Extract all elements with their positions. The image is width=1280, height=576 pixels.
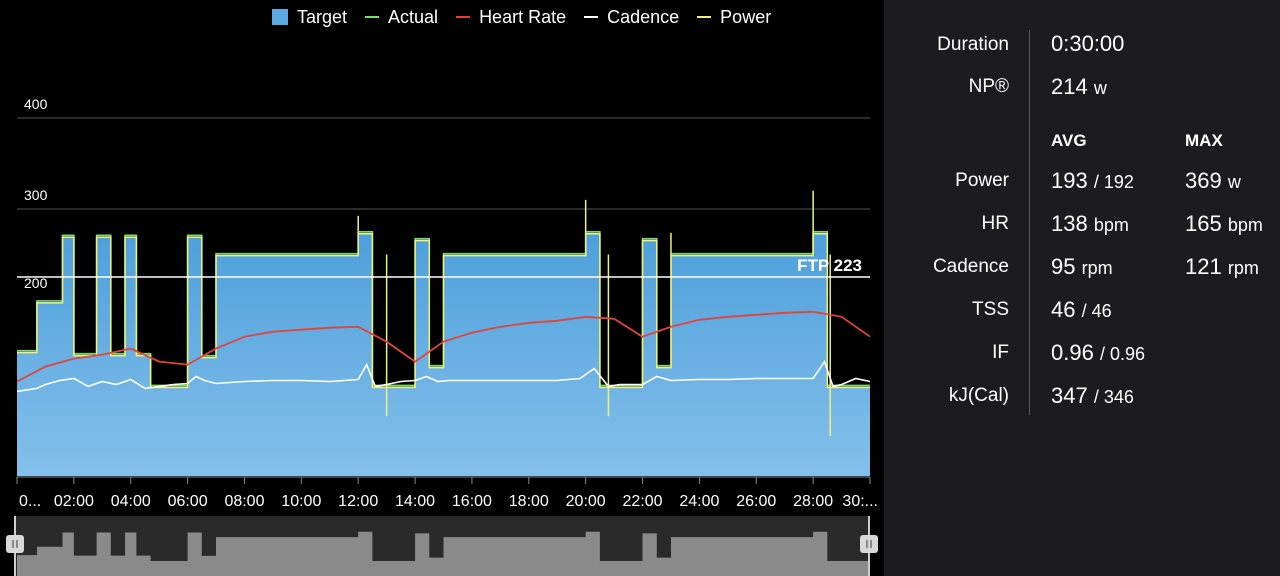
x-tick-label: 18:00 bbox=[509, 493, 549, 510]
stat-max-hr: 165 bpm bbox=[1185, 211, 1263, 237]
stat-avg-cadence: 95 rpm bbox=[1051, 254, 1113, 280]
stat-max-value-cadence: 121 bbox=[1185, 254, 1222, 279]
legend-heart-rate-label: Heart Rate bbox=[479, 6, 567, 27]
legend-power-label: Power bbox=[720, 6, 772, 27]
x-tick-label: 30:... bbox=[842, 493, 878, 510]
cadence-line bbox=[16, 359, 871, 393]
stat-max-unit-cadence: rpm bbox=[1227, 258, 1259, 278]
stat-label-hr: HR bbox=[981, 213, 1009, 234]
legend-target-swatch bbox=[272, 9, 288, 25]
stat-avg-power: 193 / 192 bbox=[1051, 168, 1134, 194]
x-tick-label: 12:00 bbox=[338, 493, 378, 510]
heart-rate-line bbox=[16, 310, 871, 383]
stat-avg-hr: 138 bpm bbox=[1051, 211, 1129, 237]
duration-value: 0:30:00 bbox=[1051, 31, 1125, 56]
x-tick-label: 26:00 bbox=[736, 493, 776, 510]
legend-target[interactable]: Target bbox=[272, 7, 347, 28]
avg-header: AVG bbox=[1051, 131, 1087, 150]
stat-avg-kj-cal: 347 / 346 bbox=[1051, 383, 1134, 409]
y-tick-400: 400 bbox=[24, 96, 48, 112]
x-tick-label: 20:00 bbox=[566, 493, 606, 510]
chart-legend: Target Actual Heart Rate Cadence Power bbox=[272, 6, 771, 28]
stat-avg-sub-power: / 192 bbox=[1093, 172, 1134, 192]
y-tick-300: 300 bbox=[24, 187, 48, 203]
stat-avg-value-kj-cal: 347 bbox=[1051, 383, 1088, 408]
stat-avg-value-power: 193 bbox=[1051, 168, 1088, 193]
legend-cadence-swatch bbox=[584, 16, 599, 18]
x-tick-label: 04:00 bbox=[111, 493, 151, 510]
stat-label-kj-cal: kJ(Cal) bbox=[948, 385, 1009, 406]
x-tick-label: 28:00 bbox=[793, 493, 833, 510]
duration-label: Duration bbox=[937, 34, 1009, 55]
legend-heart-rate-swatch bbox=[456, 16, 471, 18]
legend-actual-swatch bbox=[365, 16, 380, 18]
stat-max-cadence: 121 rpm bbox=[1185, 254, 1259, 280]
stat-avg-if: 0.96 / 0.96 bbox=[1051, 340, 1145, 366]
handle-grip bbox=[6, 535, 24, 553]
stat-max-power: 369 w bbox=[1185, 168, 1241, 194]
stat-label-power: Power bbox=[955, 170, 1009, 191]
x-tick-label: 22:00 bbox=[623, 493, 663, 510]
stat-avg-sub-cadence: rpm bbox=[1081, 258, 1113, 278]
x-tick-label: 24:00 bbox=[679, 493, 719, 510]
stat-avg-sub-if: / 0.96 bbox=[1099, 344, 1145, 364]
stat-label-cadence: Cadence bbox=[932, 256, 1009, 277]
legend-cadence-label: Cadence bbox=[607, 6, 680, 27]
legend-power[interactable]: Power bbox=[697, 7, 771, 28]
stat-avg-sub-kj-cal: / 346 bbox=[1093, 387, 1134, 407]
stat-max-unit-hr: bpm bbox=[1227, 215, 1263, 235]
y-tick-200: 200 bbox=[24, 275, 48, 291]
workout-chart-panel: 200 300 400 FTP 223 0... 02:00 04:00 06:00 08:… bbox=[6, 6, 878, 576]
stat-avg-tss: 46 / 46 bbox=[1051, 297, 1112, 323]
np-label: NP® bbox=[968, 76, 1009, 97]
stat-avg-value-cadence: 95 bbox=[1051, 254, 1076, 279]
np-unit: w bbox=[1093, 78, 1107, 98]
stat-avg-value-tss: 46 bbox=[1051, 297, 1076, 322]
x-tick-label: 06:00 bbox=[168, 493, 208, 510]
stat-max-value-hr: 165 bbox=[1185, 211, 1222, 236]
stat-avg-value-if: 0.96 bbox=[1051, 340, 1094, 365]
workout-chart: 200 300 400 FTP 223 0... 02:00 04:00 06:00 08:… bbox=[6, 96, 878, 576]
np-value-group: 214 w bbox=[1051, 74, 1107, 100]
x-tick-label: 14:00 bbox=[395, 493, 435, 510]
stats-divider bbox=[1029, 30, 1030, 415]
x-tick-label: 02:00 bbox=[54, 493, 94, 510]
legend-heart-rate[interactable]: Heart Rate bbox=[456, 7, 566, 28]
stats-panel: Duration 0:30:00 NP® 214 w AVG MAX Power… bbox=[884, 0, 1280, 576]
legend-cadence[interactable]: Cadence bbox=[584, 7, 679, 28]
stat-max-unit-power: w bbox=[1227, 172, 1241, 192]
stat-label-if: IF bbox=[992, 342, 1009, 363]
np-value: 214 bbox=[1051, 74, 1088, 99]
max-header: MAX bbox=[1185, 131, 1223, 150]
x-tick-label: 0... bbox=[19, 493, 41, 510]
stat-avg-sub-hr: bpm bbox=[1093, 215, 1129, 235]
legend-actual[interactable]: Actual bbox=[365, 7, 438, 28]
ftp-label: FTP 223 bbox=[797, 256, 862, 275]
legend-power-swatch bbox=[697, 16, 712, 18]
stat-avg-sub-tss: / 46 bbox=[1081, 301, 1112, 321]
overview-handle-right[interactable] bbox=[860, 516, 878, 576]
stat-label-tss: TSS bbox=[972, 299, 1009, 320]
stat-max-value-power: 369 bbox=[1185, 168, 1222, 193]
legend-actual-label: Actual bbox=[388, 6, 439, 27]
overview-area bbox=[17, 531, 870, 576]
x-tick-label: 10:00 bbox=[281, 493, 321, 510]
handle-grip bbox=[860, 535, 878, 553]
overview-handle-left[interactable] bbox=[6, 516, 24, 576]
legend-target-label: Target bbox=[297, 6, 348, 27]
x-tick-label: 08:00 bbox=[224, 493, 264, 510]
x-tick-label: 16:00 bbox=[452, 493, 492, 510]
stat-avg-value-hr: 138 bbox=[1051, 211, 1088, 236]
